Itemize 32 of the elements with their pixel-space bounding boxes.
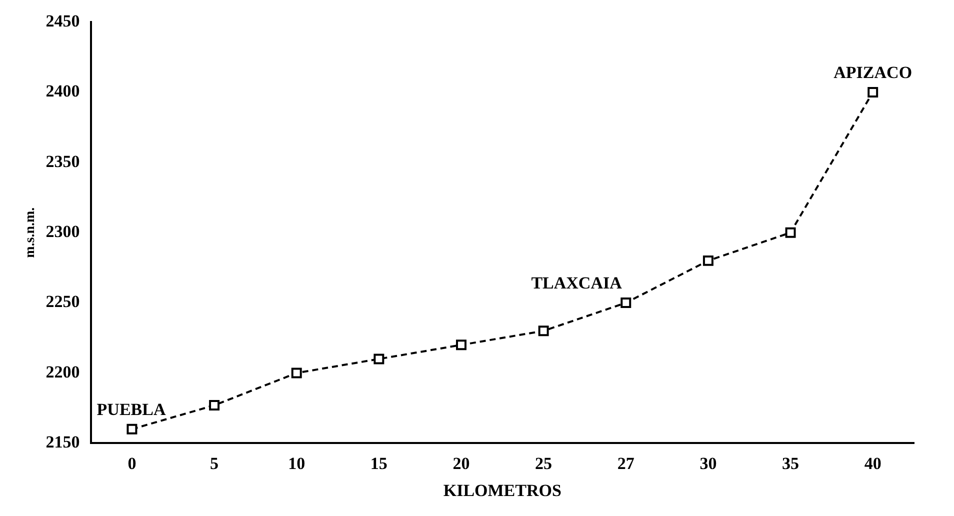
annotation: TLAXCAIA xyxy=(531,274,623,293)
x-tick-label: 10 xyxy=(288,454,306,473)
y-tick-label: 2150 xyxy=(46,432,80,452)
x-tick-label: 30 xyxy=(700,454,717,473)
x-tick-label: 27 xyxy=(617,454,635,473)
point xyxy=(374,354,384,364)
x-tick-label: 5 xyxy=(210,454,219,473)
y-tick-label: 2400 xyxy=(46,82,80,101)
x-tick-label: 15 xyxy=(370,454,388,473)
point xyxy=(785,227,796,238)
point xyxy=(868,86,878,98)
point xyxy=(538,326,549,336)
x-tick-label: 40 xyxy=(864,454,882,473)
annotation: PUEBLA xyxy=(96,400,166,420)
point xyxy=(209,400,220,411)
y-tick-label: 2300 xyxy=(46,222,80,241)
x-tick-label: 25 xyxy=(535,454,552,473)
y-tick-label: 2200 xyxy=(46,362,80,382)
point xyxy=(291,368,302,378)
annotation: APIZACO xyxy=(834,63,912,82)
x-tick-label: 0 xyxy=(128,454,136,473)
point xyxy=(126,424,138,434)
point xyxy=(456,340,466,350)
y-tick-label: 2250 xyxy=(46,292,80,312)
y-axis-title: m.s.n.m. xyxy=(23,207,38,258)
y-tick-label: 2350 xyxy=(46,152,80,171)
x-tick-label: 20 xyxy=(452,454,470,473)
x-axis-title: KILOMETROS xyxy=(443,481,562,500)
point xyxy=(702,255,714,266)
y-tick-label: 2450 xyxy=(46,11,80,30)
point xyxy=(620,298,632,308)
x-tick-label: 35 xyxy=(782,454,800,473)
